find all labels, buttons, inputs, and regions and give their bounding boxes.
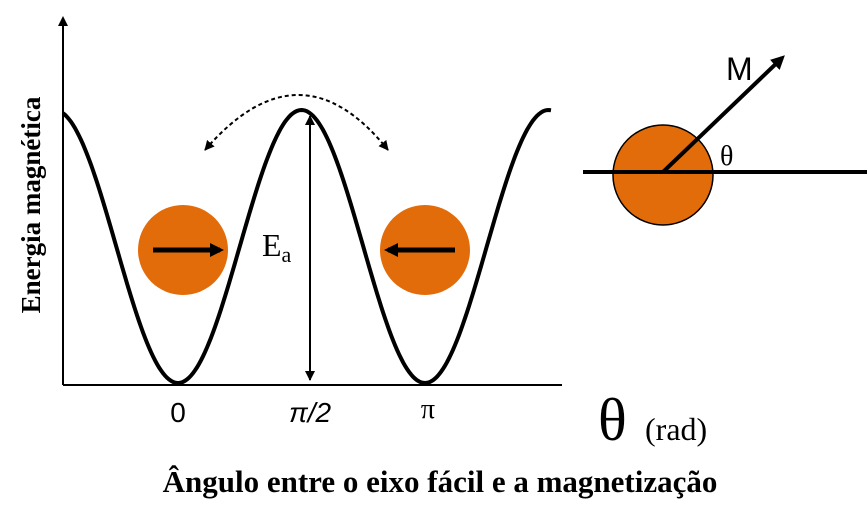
energy-curve [63,110,551,383]
x-tick-label: π [421,394,435,425]
energy-subscript: a [282,242,292,267]
switching-arrow [205,95,388,150]
x-tick-label: π/2 [289,397,332,428]
energy-label: Ea [262,227,292,267]
angle-label: θ [720,141,733,172]
energy-symbol: E [262,227,282,263]
vector-label: M [726,51,753,87]
caption: Ângulo entre o eixo fácil e a magnetizaç… [163,464,718,499]
y-axis-label: Energia magnética [16,96,46,313]
x-tick-label: 0 [170,397,186,428]
x-axis-unit: (rad) [645,411,707,447]
x-axis-symbol: θ [598,387,627,453]
diagram: Ea Energia magnética 0 π/2 π θ (rad) Âng… [0,0,867,507]
